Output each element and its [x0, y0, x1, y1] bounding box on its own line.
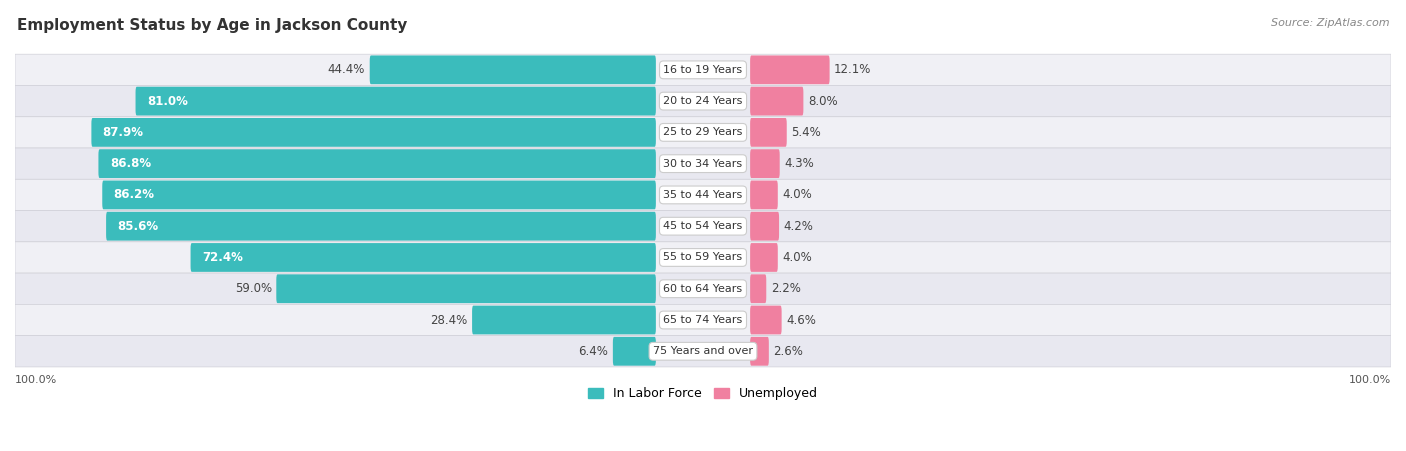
Text: 55 to 59 Years: 55 to 59 Years — [664, 253, 742, 262]
Text: 4.2%: 4.2% — [783, 220, 814, 233]
FancyBboxPatch shape — [613, 337, 655, 366]
Text: 86.2%: 86.2% — [114, 189, 155, 202]
Text: 2.6%: 2.6% — [773, 345, 803, 358]
Text: 28.4%: 28.4% — [430, 313, 468, 327]
FancyBboxPatch shape — [15, 179, 1391, 211]
FancyBboxPatch shape — [15, 148, 1391, 179]
Text: 6.4%: 6.4% — [578, 345, 609, 358]
Text: Employment Status by Age in Jackson County: Employment Status by Age in Jackson Coun… — [17, 18, 408, 33]
FancyBboxPatch shape — [472, 306, 655, 334]
FancyBboxPatch shape — [15, 304, 1391, 336]
FancyBboxPatch shape — [15, 336, 1391, 367]
FancyBboxPatch shape — [751, 212, 779, 240]
FancyBboxPatch shape — [370, 55, 655, 84]
Text: 44.4%: 44.4% — [328, 63, 366, 76]
Text: 8.0%: 8.0% — [808, 95, 838, 108]
FancyBboxPatch shape — [277, 274, 655, 303]
FancyBboxPatch shape — [15, 273, 1391, 304]
FancyBboxPatch shape — [15, 117, 1391, 148]
FancyBboxPatch shape — [751, 337, 769, 366]
Text: 35 to 44 Years: 35 to 44 Years — [664, 190, 742, 200]
Text: 4.6%: 4.6% — [786, 313, 815, 327]
FancyBboxPatch shape — [191, 243, 655, 272]
FancyBboxPatch shape — [15, 242, 1391, 273]
Text: 87.9%: 87.9% — [103, 126, 143, 139]
FancyBboxPatch shape — [15, 86, 1391, 117]
Text: 59.0%: 59.0% — [235, 282, 271, 295]
Text: 25 to 29 Years: 25 to 29 Years — [664, 127, 742, 138]
Text: 60 to 64 Years: 60 to 64 Years — [664, 284, 742, 294]
Text: 2.2%: 2.2% — [770, 282, 800, 295]
Text: Source: ZipAtlas.com: Source: ZipAtlas.com — [1271, 18, 1389, 28]
FancyBboxPatch shape — [751, 149, 780, 178]
FancyBboxPatch shape — [751, 118, 787, 147]
Text: 5.4%: 5.4% — [792, 126, 821, 139]
FancyBboxPatch shape — [751, 274, 766, 303]
Text: 12.1%: 12.1% — [834, 63, 872, 76]
FancyBboxPatch shape — [751, 306, 782, 334]
Text: 45 to 54 Years: 45 to 54 Years — [664, 221, 742, 231]
Text: 65 to 74 Years: 65 to 74 Years — [664, 315, 742, 325]
Text: 4.0%: 4.0% — [782, 189, 813, 202]
Text: 100.0%: 100.0% — [1348, 375, 1391, 385]
FancyBboxPatch shape — [751, 180, 778, 209]
FancyBboxPatch shape — [751, 87, 803, 115]
FancyBboxPatch shape — [103, 180, 655, 209]
FancyBboxPatch shape — [15, 211, 1391, 242]
Text: 72.4%: 72.4% — [202, 251, 243, 264]
FancyBboxPatch shape — [105, 212, 655, 240]
Text: 30 to 34 Years: 30 to 34 Years — [664, 159, 742, 169]
Text: 81.0%: 81.0% — [146, 95, 188, 108]
Text: 16 to 19 Years: 16 to 19 Years — [664, 65, 742, 75]
Text: 4.3%: 4.3% — [785, 157, 814, 170]
Text: 86.8%: 86.8% — [110, 157, 150, 170]
FancyBboxPatch shape — [751, 243, 778, 272]
Text: 4.0%: 4.0% — [782, 251, 813, 264]
Text: 75 Years and over: 75 Years and over — [652, 346, 754, 356]
Text: 85.6%: 85.6% — [118, 220, 159, 233]
FancyBboxPatch shape — [98, 149, 655, 178]
FancyBboxPatch shape — [15, 54, 1391, 86]
FancyBboxPatch shape — [751, 55, 830, 84]
FancyBboxPatch shape — [135, 87, 655, 115]
Legend: In Labor Force, Unemployed: In Labor Force, Unemployed — [583, 382, 823, 405]
FancyBboxPatch shape — [91, 118, 655, 147]
Text: 20 to 24 Years: 20 to 24 Years — [664, 96, 742, 106]
Text: 100.0%: 100.0% — [15, 375, 58, 385]
